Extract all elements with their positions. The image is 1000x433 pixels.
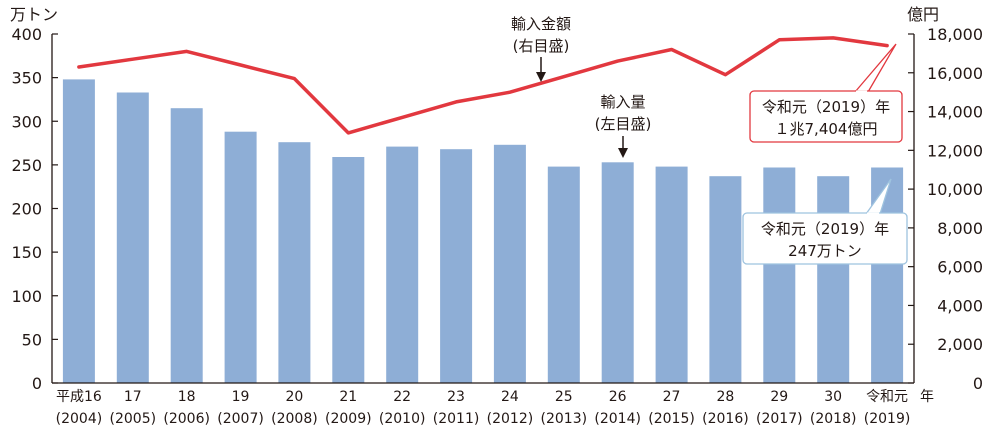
category-year-label-1: (2005) — [110, 411, 157, 427]
left-tick-label-8: 400 — [11, 25, 42, 44]
value-line — [77, 36, 889, 135]
x-axis-unit: 年 — [920, 389, 934, 405]
category-year-label-10: (2014) — [594, 411, 641, 427]
bar-3 — [224, 131, 257, 383]
category-year-label-0: (2004) — [56, 411, 103, 427]
category-year-label-6: (2010) — [379, 411, 426, 427]
bar-0 — [62, 79, 95, 384]
right-tick-label-7: 14,000 — [927, 103, 983, 122]
right-tick-label-0: 0 — [973, 374, 983, 393]
bar-7 — [440, 149, 473, 383]
right-tick-label-1: 2,000 — [937, 335, 983, 354]
value-callout-pointer — [854, 43, 897, 93]
bar-series — [62, 79, 904, 384]
bar-6 — [386, 146, 419, 383]
category-era-label-7: 23 — [447, 389, 465, 405]
left-tick-label-3: 150 — [11, 243, 42, 262]
category-era-label-13: 29 — [770, 389, 788, 405]
category-year-label-8: (2012) — [487, 411, 534, 427]
left-tick-label-0: 0 — [32, 374, 42, 393]
right-tick-label-9: 18,000 — [927, 25, 983, 44]
right-axis-unit: 億円 — [907, 5, 939, 24]
volume-callout-line2: 247万トン — [788, 242, 862, 260]
category-year-label-5: (2009) — [325, 411, 372, 427]
category-era-label-2: 18 — [178, 389, 196, 405]
right-tick-label-3: 6,000 — [937, 258, 983, 277]
category-era-label-11: 27 — [663, 389, 681, 405]
category-era-label-1: 17 — [124, 389, 142, 405]
category-year-label-11: (2015) — [648, 411, 695, 427]
volume-series-scale-note: (左目盛) — [595, 115, 652, 133]
value-series-label: 輸入金額 — [511, 15, 571, 33]
left-tick-label-5: 250 — [11, 156, 42, 175]
left-tick-label-1: 50 — [22, 330, 42, 349]
bar-13 — [763, 167, 796, 383]
left-tick-label-2: 100 — [11, 287, 42, 306]
category-era-label-14: 30 — [824, 389, 842, 405]
category-era-label-6: 22 — [393, 389, 411, 405]
right-tick-label-4: 8,000 — [937, 219, 983, 238]
right-tick-label-8: 16,000 — [927, 64, 983, 83]
category-era-label-12: 28 — [717, 389, 735, 405]
left-tick-label-4: 200 — [11, 200, 42, 219]
value-callout-box — [749, 90, 903, 143]
volume-callout-pointer — [865, 178, 892, 215]
volume-callout-box — [742, 212, 908, 265]
axes — [51, 33, 915, 384]
volume-callout: 令和元（2019）年 247万トン — [742, 178, 908, 265]
line-series — [77, 36, 889, 135]
right-tick-label-2: 4,000 — [937, 296, 983, 315]
value-callout: 令和元（2019）年 １兆7,404億円 — [749, 43, 903, 143]
category-year-label-4: (2008) — [271, 411, 318, 427]
category-era-label-4: 20 — [286, 389, 304, 405]
volume-callout-line1: 令和元（2019）年 — [761, 220, 889, 238]
category-year-label-14: (2018) — [810, 411, 857, 427]
category-era-label-3: 19 — [232, 389, 250, 405]
value-callout-line2: １兆7,404億円 — [775, 120, 878, 138]
bar-5 — [332, 157, 365, 383]
category-year-label-9: (2013) — [541, 411, 588, 427]
value-callout-line1: 令和元（2019）年 — [762, 98, 890, 116]
category-year-label-12: (2016) — [702, 411, 749, 427]
left-tick-label-7: 350 — [11, 69, 42, 88]
bar-10 — [601, 162, 634, 383]
category-era-label-5: 21 — [339, 389, 357, 405]
bar-9 — [547, 166, 580, 383]
value-label-arrowhead — [536, 72, 546, 82]
category-era-label-10: 26 — [609, 389, 627, 405]
right-tick-label-5: 10,000 — [927, 180, 983, 199]
category-era-label-15: 令和元 — [866, 389, 908, 405]
bar-11 — [655, 166, 688, 383]
right-tick-label-6: 12,000 — [927, 141, 983, 160]
category-year-label-7: (2011) — [433, 411, 480, 427]
bar-2 — [170, 108, 203, 383]
bar-8 — [493, 144, 526, 383]
category-year-label-13: (2017) — [756, 411, 803, 427]
category-year-label-15: (2019) — [864, 411, 911, 427]
bar-14 — [817, 176, 850, 383]
category-year-label-3: (2007) — [217, 411, 264, 427]
labels: 0 50 100 150 200 250 300 350 400 0 2,000 4,000 6,000… — [11, 25, 983, 427]
volume-series-label: 輸入量 — [600, 93, 645, 111]
volume-label-arrowhead — [618, 148, 628, 158]
category-era-label-9: 25 — [555, 389, 573, 405]
category-era-label-8: 24 — [501, 389, 519, 405]
bar-4 — [278, 142, 311, 383]
value-series-scale-note: (右目盛) — [513, 37, 570, 55]
category-era-label-0: 平成16 — [56, 389, 102, 405]
left-axis-unit: 万トン — [10, 5, 58, 24]
bar-1 — [116, 92, 149, 383]
left-tick-label-6: 300 — [11, 112, 42, 131]
category-year-label-2: (2006) — [163, 411, 210, 427]
bar-12 — [709, 176, 742, 383]
